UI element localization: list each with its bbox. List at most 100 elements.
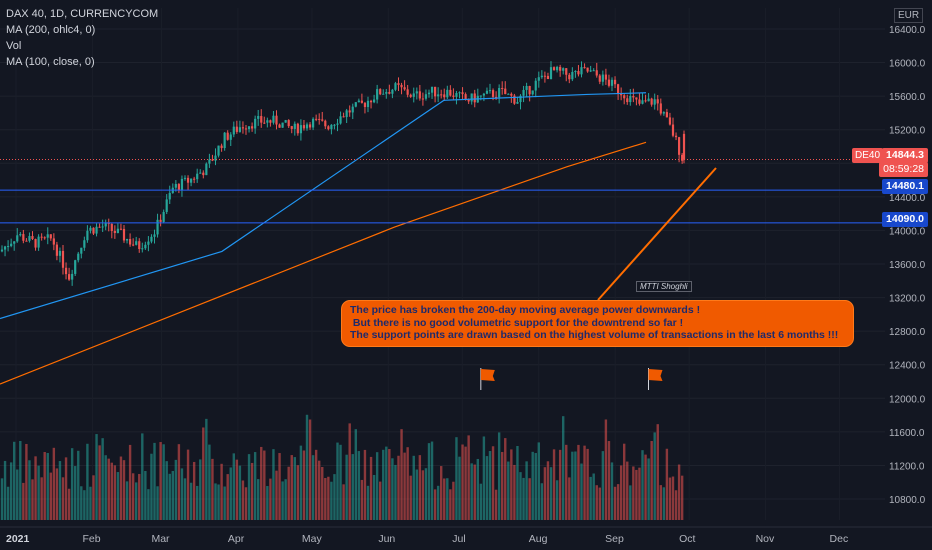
currency-label[interactable]: EUR [894, 8, 924, 23]
candle-body [296, 123, 299, 134]
volume-bar [116, 472, 120, 520]
candle-body [668, 117, 672, 125]
symbol-price-tag: DE40 [852, 148, 884, 163]
candle-body [77, 253, 80, 261]
candle-body [46, 234, 49, 238]
volume-bar [348, 423, 351, 520]
candle-body [193, 178, 196, 180]
candle-body [278, 124, 281, 128]
candle-body [513, 95, 516, 104]
candle-body [583, 67, 586, 69]
y-tick-label: 15200.0 [889, 126, 926, 137]
candle-body [430, 86, 434, 93]
volume-bar [379, 481, 382, 520]
volume-bar [3, 460, 7, 520]
volume-bar [28, 460, 31, 520]
candle-body [113, 230, 116, 233]
volume-bar [571, 451, 574, 520]
volume-bar [604, 419, 608, 520]
candle-body [19, 234, 22, 236]
volume-bar [0, 478, 4, 520]
volume-bar [92, 475, 95, 520]
candle-body [199, 172, 202, 174]
x-tick-label: Apr [228, 533, 245, 545]
candle-body [467, 99, 470, 102]
y-tick-label: 12400.0 [889, 361, 926, 372]
candle-body [238, 127, 241, 132]
candle-body [363, 102, 367, 108]
legend-ma200[interactable]: MA (200, ohlc4, 0) [6, 24, 96, 36]
candle-body [275, 115, 278, 125]
volume-bar [440, 466, 443, 520]
analysis-callout[interactable]: The price has broken the 200-day moving … [341, 300, 854, 347]
legend-vol[interactable]: Vol [6, 40, 22, 52]
volume-bar [250, 462, 254, 520]
volume-bar [607, 441, 611, 520]
candle-body [25, 240, 28, 242]
candle-body [446, 89, 449, 98]
volume-bar [610, 462, 614, 520]
volume-bar [34, 456, 37, 520]
x-tick-label: 2021 [6, 533, 30, 545]
candle-body [427, 92, 431, 95]
candle-body [68, 274, 71, 280]
volume-flags [480, 368, 663, 390]
volume-bar [208, 444, 211, 520]
volume-bar [409, 475, 412, 520]
candle-body [214, 155, 217, 161]
candle-body [43, 237, 46, 239]
volume-bar [6, 486, 10, 520]
candle-body [613, 79, 617, 85]
volume-bar [385, 446, 388, 520]
candle-body [638, 99, 641, 104]
volume-bar [436, 485, 440, 520]
volume-bar [555, 480, 559, 520]
legend-symbol[interactable]: DAX 40, 1D, CURRENCYCOM [6, 8, 159, 20]
candle-body [49, 234, 52, 239]
volume-bar [232, 453, 235, 520]
candle-body [458, 92, 461, 94]
x-tick-label: Jul [452, 533, 465, 545]
x-tick-label: Sep [605, 533, 624, 545]
candle-body [653, 99, 656, 105]
candle-body [565, 68, 568, 75]
chart-grid [0, 8, 885, 520]
volume-bar [540, 483, 544, 520]
volume-bar [55, 468, 59, 520]
volume-bar [589, 476, 592, 520]
candle-body [516, 102, 519, 104]
legend-ma100[interactable]: MA (100, close, 0) [6, 56, 95, 68]
volume-bar [562, 416, 565, 520]
volume-bars [0, 414, 684, 520]
candle-body [122, 228, 126, 241]
volume-bar [644, 454, 647, 520]
candle-body [52, 238, 55, 245]
candle-body [235, 126, 238, 132]
candle-body [336, 123, 339, 125]
volume-bar [363, 449, 367, 520]
volume-bar [58, 461, 62, 520]
x-tick-label: Aug [529, 533, 548, 545]
candle-body [415, 91, 418, 94]
candle-body [482, 93, 485, 96]
candle-body [443, 94, 446, 98]
candle-body [647, 98, 650, 102]
price-axis: 16400.016000.015600.015200.014800.014400… [885, 0, 932, 550]
volume-bar [238, 465, 242, 520]
volume-bar [95, 434, 98, 520]
volume-bar [40, 477, 43, 520]
volume-bar [244, 487, 248, 520]
volume-bar [211, 458, 214, 520]
volume-bar [473, 464, 476, 520]
candle-body [327, 126, 330, 130]
volume-bar [430, 441, 434, 520]
candle-body [156, 219, 159, 235]
volume-bar [226, 474, 229, 520]
callout-line-1: The price has broken the 200-day moving … [350, 304, 701, 316]
candle-body [260, 116, 263, 123]
volume-bar [235, 459, 239, 520]
candle-body [455, 93, 458, 97]
candle-body [629, 95, 632, 103]
volume-bar [305, 414, 309, 520]
